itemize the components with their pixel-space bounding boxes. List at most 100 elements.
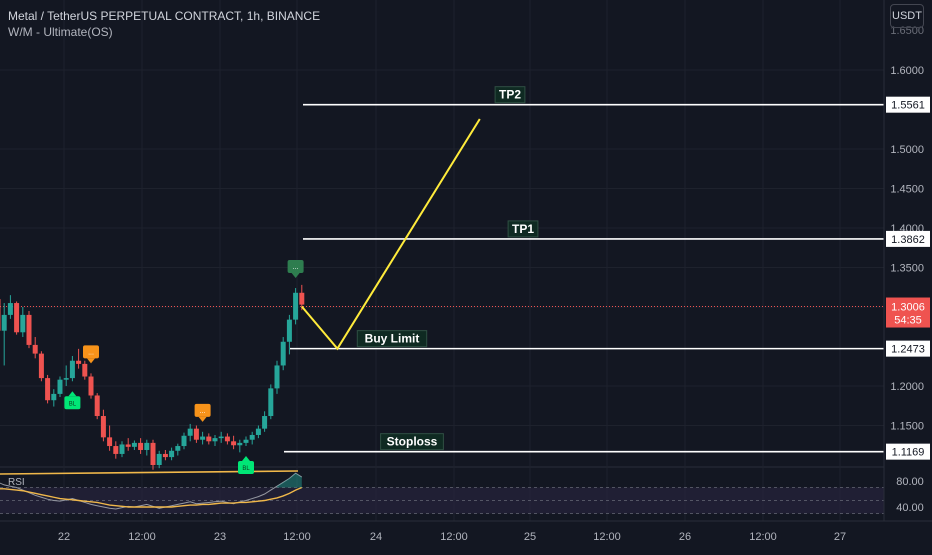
candle-body <box>26 314 32 345</box>
time-tick-label: 23 <box>214 531 226 543</box>
signal-pointer <box>291 273 300 279</box>
price-tick-label: 1.6500 <box>890 25 924 37</box>
candle-body <box>218 436 224 439</box>
candle-body <box>119 444 125 454</box>
currency-button[interactable]: USDT <box>890 4 924 28</box>
candle-body <box>63 378 69 380</box>
candle-body <box>293 292 299 320</box>
countdown-text: 54:35 <box>894 315 922 327</box>
indicator-label[interactable]: W/M - Ultimate(OS) <box>8 25 113 39</box>
candle-body <box>51 393 57 401</box>
candle-body <box>200 436 206 440</box>
signal-label: BL <box>242 466 250 472</box>
time-tick-label: 12:00 <box>749 531 777 543</box>
level-price-tag-text: 1.1169 <box>892 447 925 459</box>
candle-body <box>144 442 150 450</box>
level-label: TP2 <box>499 88 521 102</box>
candle-body <box>175 446 181 451</box>
candle-body <box>0 299 1 331</box>
signal-label: BL <box>69 401 77 407</box>
rsi-label: RSI <box>8 477 25 488</box>
candle-body <box>280 341 286 366</box>
candle-body <box>212 438 218 442</box>
candle-body <box>7 303 13 315</box>
candle-body <box>243 439 249 443</box>
sell-signal-marker <box>83 345 99 359</box>
time-tick-label: 12:00 <box>283 531 311 543</box>
current-price-tag <box>886 297 930 328</box>
candle-body <box>76 360 82 364</box>
current-price-text: 1.3006 <box>891 302 925 314</box>
price-tick-label: 1.2000 <box>890 381 924 393</box>
level-price-tag <box>886 230 930 247</box>
candle-body <box>94 395 100 417</box>
candle-body <box>231 441 237 446</box>
signal-pointer <box>68 391 77 397</box>
candle-body <box>14 303 20 333</box>
level-lines: TP2 TP1 Buy Limit Stoploss <box>0 86 884 453</box>
candle-body <box>181 435 187 447</box>
time-tick-label: 22 <box>58 531 70 543</box>
candle-body <box>107 437 113 447</box>
candle-body <box>255 428 261 435</box>
candle-body <box>38 353 44 379</box>
level-label: Stoploss <box>387 435 438 449</box>
candle-body <box>268 388 274 417</box>
candle-body <box>162 453 168 458</box>
projection-line <box>301 118 481 351</box>
candle-body <box>286 319 292 342</box>
signal-label: ... <box>293 264 299 271</box>
grid <box>0 0 884 521</box>
candle-body <box>88 376 94 396</box>
rsi-ma-line <box>0 486 303 508</box>
candle-body <box>138 442 144 450</box>
rsi-tick-label: 80.00 <box>896 476 924 488</box>
time-axis[interactable]: 22 12:00 23 12:00 24 12:00 25 12:00 26 12:00 27 <box>0 520 932 543</box>
candle-body <box>206 436 212 442</box>
candle-body <box>20 314 26 333</box>
price-axis[interactable]: 1.60001.50001.45001.40001.35001.30001.20… <box>883 0 930 521</box>
signal-markers: ... BL... BL... <box>64 260 304 475</box>
candle-body <box>156 453 162 465</box>
time-tick-label: 24 <box>370 531 382 543</box>
candle-body <box>1 314 7 331</box>
level-price-tag-text: 1.5561 <box>891 100 925 112</box>
candle-body <box>169 450 175 458</box>
signal-pointer <box>198 416 207 422</box>
candle-body <box>193 428 199 440</box>
candle-body <box>45 378 51 401</box>
candle-body <box>237 442 243 446</box>
candle-body <box>150 442 156 465</box>
candle-body <box>125 444 131 447</box>
candle-body <box>262 416 268 429</box>
candle-body <box>57 379 63 394</box>
level-label-box <box>356 330 428 348</box>
time-tick-label: 12:00 <box>593 531 621 543</box>
signal-label: ... <box>200 408 206 415</box>
signal-pointer <box>87 358 95 364</box>
rsi-tick-label: 40.00 <box>896 502 924 514</box>
candle-body <box>32 344 38 354</box>
buy-signal-marker <box>64 396 81 410</box>
time-tick-label: 27 <box>834 531 846 543</box>
rsi-line <box>0 472 303 510</box>
level-price-tag <box>886 96 930 113</box>
level-label-box <box>494 86 526 104</box>
time-tick-label: 25 <box>524 531 536 543</box>
signal-pointer <box>242 456 250 462</box>
candle-body <box>69 360 75 379</box>
time-tick-label: 12:00 <box>128 531 156 543</box>
level-price-tag <box>886 443 930 460</box>
level-price-tag-text: 1.2473 <box>891 344 925 356</box>
price-tick-label: 1.6000 <box>890 65 924 77</box>
sell-signal-marker <box>287 260 304 274</box>
rsi-band <box>0 487 884 514</box>
candle-body <box>224 436 230 442</box>
price-tick-label: 1.5000 <box>890 144 924 156</box>
candle-body <box>249 434 255 440</box>
candle-body <box>100 416 106 438</box>
candle-body <box>274 365 280 389</box>
rsi-overbought-fill <box>277 473 302 488</box>
